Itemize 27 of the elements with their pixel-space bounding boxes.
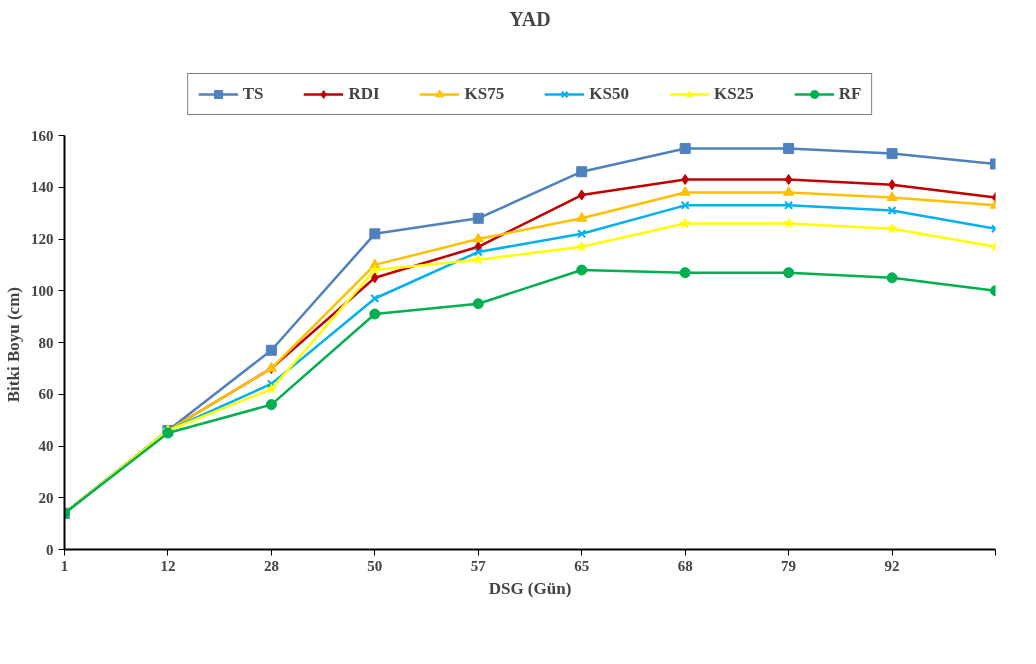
y-tick-label: 20 — [38, 489, 54, 506]
legend-label: KS50 — [589, 84, 629, 104]
y-tick-label: 140 — [31, 179, 54, 196]
y-axis-title: Bitki Boyu (cm) — [4, 287, 23, 403]
x-tick-label: 28 — [263, 557, 279, 574]
x-tick-label: 50 — [367, 557, 383, 574]
x-tick-label: 12 — [160, 557, 176, 574]
y-tick-label: 80 — [38, 334, 54, 351]
y-tick-label: 60 — [38, 386, 54, 403]
y-tick-label: 40 — [38, 438, 54, 454]
chart-title: YAD — [509, 7, 551, 30]
x-tick-label: 65 — [574, 557, 590, 574]
legend-label: KS75 — [464, 84, 505, 104]
x-tick-label: 1 — [60, 557, 69, 574]
x-tick-label: 68 — [677, 557, 693, 574]
legend-label: TS — [242, 84, 264, 104]
legend-label: RF — [838, 84, 862, 104]
x-axis-title: DSG (Gün) — [488, 578, 572, 598]
x-tick-label: 92 — [884, 557, 900, 574]
legend-label: RDI — [348, 84, 380, 104]
y-tick-label: 0 — [46, 541, 54, 558]
y-tick-label: 100 — [31, 282, 54, 299]
y-tick-label: 160 — [31, 127, 54, 144]
x-tick-label: 57 — [470, 557, 487, 574]
x-tick-label: 79 — [781, 557, 797, 574]
legend-label: KS25 — [713, 84, 754, 104]
y-tick-label: 120 — [31, 231, 54, 247]
